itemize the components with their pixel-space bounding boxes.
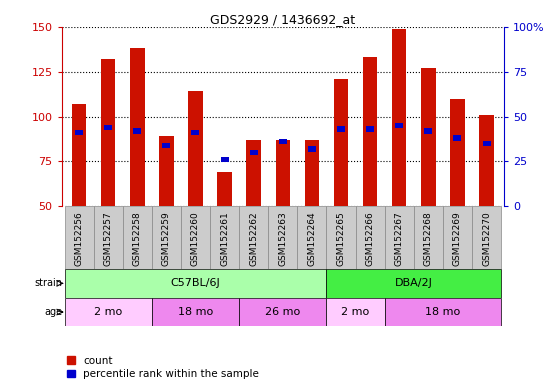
- Text: GSM152262: GSM152262: [249, 211, 258, 266]
- Bar: [305, 140, 319, 206]
- Bar: [162, 142, 170, 148]
- Bar: [75, 130, 83, 136]
- Text: 18 mo: 18 mo: [425, 307, 460, 317]
- Bar: [217, 172, 232, 206]
- Text: GSM152265: GSM152265: [337, 211, 346, 266]
- Bar: [246, 140, 261, 206]
- Bar: [443, 206, 472, 269]
- Title: GDS2929 / 1436692_at: GDS2929 / 1436692_at: [210, 13, 356, 26]
- Text: 2 mo: 2 mo: [94, 307, 122, 317]
- Text: GSM152256: GSM152256: [74, 211, 83, 266]
- Bar: [64, 206, 94, 269]
- Bar: [210, 206, 239, 269]
- Bar: [104, 125, 112, 130]
- Text: GSM152266: GSM152266: [366, 211, 375, 266]
- Bar: [472, 206, 501, 269]
- Bar: [188, 91, 203, 206]
- Text: GSM152269: GSM152269: [453, 211, 462, 266]
- Bar: [326, 298, 385, 326]
- Text: GSM152259: GSM152259: [162, 211, 171, 266]
- Bar: [337, 126, 345, 132]
- Bar: [133, 128, 141, 134]
- Text: 26 mo: 26 mo: [265, 307, 300, 317]
- Bar: [64, 298, 152, 326]
- Text: GSM152258: GSM152258: [133, 211, 142, 266]
- Text: GSM152268: GSM152268: [424, 211, 433, 266]
- Bar: [94, 206, 123, 269]
- Bar: [308, 146, 316, 152]
- Text: DBA/2J: DBA/2J: [395, 278, 433, 288]
- Text: strain: strain: [34, 278, 62, 288]
- Bar: [424, 128, 432, 134]
- Bar: [363, 57, 377, 206]
- Bar: [181, 206, 210, 269]
- Text: C57BL/6J: C57BL/6J: [171, 278, 220, 288]
- Text: GSM152263: GSM152263: [278, 211, 287, 266]
- Bar: [356, 206, 385, 269]
- Text: age: age: [44, 307, 62, 317]
- Text: 2 mo: 2 mo: [342, 307, 370, 317]
- Bar: [72, 104, 86, 206]
- Bar: [479, 115, 494, 206]
- Bar: [123, 206, 152, 269]
- Bar: [297, 206, 326, 269]
- Bar: [385, 298, 501, 326]
- Text: GSM152257: GSM152257: [104, 211, 113, 266]
- Bar: [414, 206, 443, 269]
- Text: GSM152267: GSM152267: [395, 211, 404, 266]
- Bar: [334, 79, 348, 206]
- Text: GSM152270: GSM152270: [482, 211, 491, 266]
- Bar: [159, 136, 174, 206]
- Text: GSM152264: GSM152264: [307, 211, 316, 266]
- Bar: [421, 68, 436, 206]
- Bar: [250, 150, 258, 155]
- Bar: [239, 206, 268, 269]
- Bar: [268, 206, 297, 269]
- Bar: [279, 139, 287, 144]
- Bar: [450, 99, 465, 206]
- Bar: [483, 141, 491, 146]
- Bar: [192, 130, 199, 136]
- Bar: [454, 136, 461, 141]
- Text: GSM152260: GSM152260: [191, 211, 200, 266]
- Bar: [395, 123, 403, 128]
- Text: GSM152261: GSM152261: [220, 211, 229, 266]
- Bar: [276, 140, 290, 206]
- Bar: [392, 29, 407, 206]
- Bar: [385, 206, 414, 269]
- Bar: [64, 269, 326, 298]
- Bar: [101, 59, 115, 206]
- Bar: [366, 126, 374, 132]
- Bar: [130, 48, 144, 206]
- Bar: [152, 298, 239, 326]
- Bar: [152, 206, 181, 269]
- Bar: [326, 269, 501, 298]
- Bar: [221, 157, 228, 162]
- Legend: count, percentile rank within the sample: count, percentile rank within the sample: [67, 356, 259, 379]
- Text: 18 mo: 18 mo: [178, 307, 213, 317]
- Bar: [326, 206, 356, 269]
- Bar: [239, 298, 326, 326]
